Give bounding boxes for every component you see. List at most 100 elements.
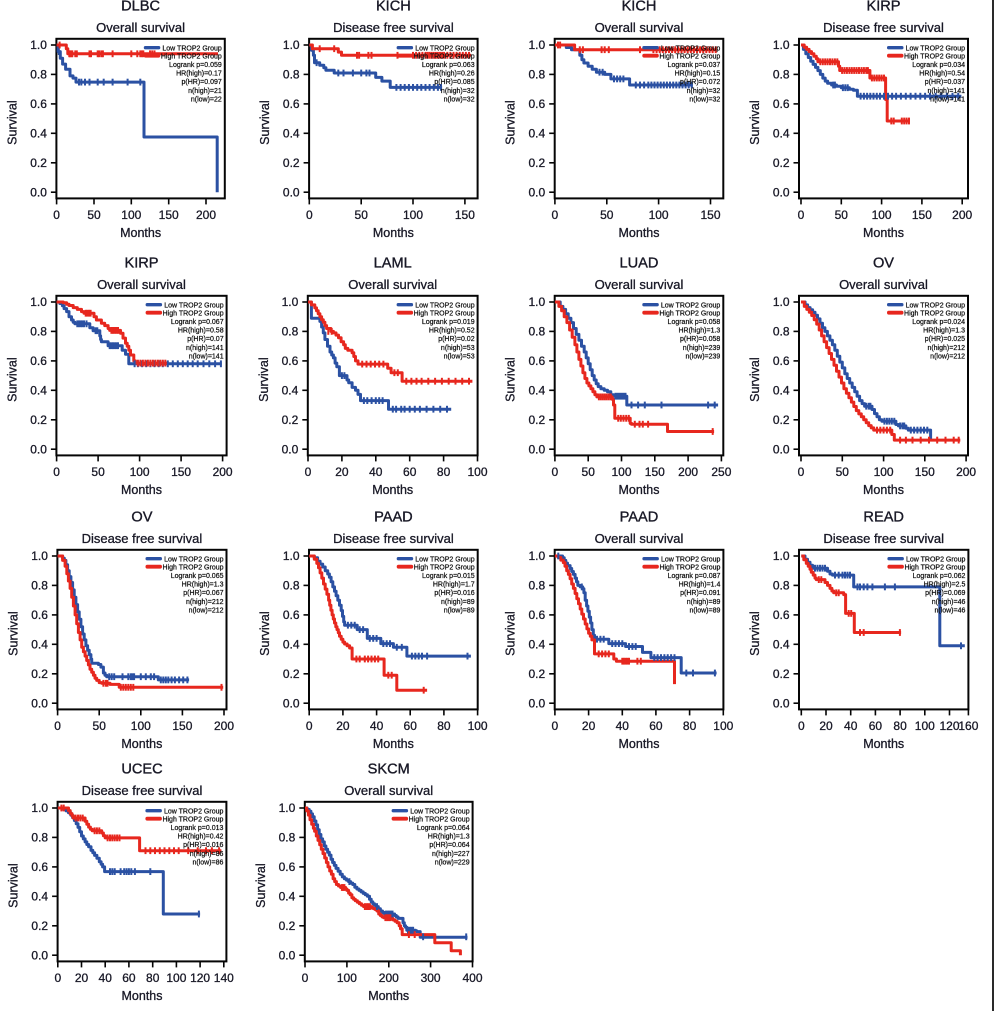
svg-text:Logrank p=0.062: Logrank p=0.062 [913, 573, 966, 580]
svg-text:Survival: Survival [504, 611, 518, 655]
svg-text:0.8: 0.8 [30, 325, 47, 339]
svg-text:0.4: 0.4 [283, 127, 300, 141]
svg-text:READ: READ [863, 510, 904, 526]
svg-text:0.8: 0.8 [283, 579, 300, 593]
svg-text:HR(high)=1.4: HR(high)=1.4 [679, 582, 721, 589]
svg-text:0: 0 [552, 208, 559, 222]
svg-text:0.6: 0.6 [30, 354, 47, 368]
svg-text:n(low)=141: n(low)=141 [189, 353, 224, 360]
svg-text:n(high)=32: n(high)=32 [441, 88, 475, 95]
svg-text:20: 20 [336, 719, 350, 733]
svg-text:0.6: 0.6 [283, 608, 300, 622]
svg-text:0: 0 [302, 971, 309, 985]
svg-text:Survival: Survival [258, 611, 272, 655]
svg-text:100: 100 [649, 208, 669, 222]
svg-text:0.8: 0.8 [31, 579, 48, 593]
svg-text:0.0: 0.0 [529, 442, 546, 456]
svg-text:40: 40 [369, 465, 383, 479]
svg-text:Months: Months [121, 483, 162, 497]
svg-text:50: 50 [835, 208, 849, 222]
svg-text:1.0: 1.0 [279, 801, 296, 815]
svg-text:High TROP2 Group: High TROP2 Group [904, 565, 965, 572]
svg-text:SKCM: SKCM [368, 762, 410, 778]
svg-text:80: 80 [146, 971, 160, 985]
svg-text:High TROP2 Group: High TROP2 Group [414, 565, 475, 572]
svg-text:0.6: 0.6 [529, 354, 546, 368]
svg-text:100: 100 [872, 208, 892, 222]
svg-text:OV: OV [873, 256, 894, 272]
svg-text:OV: OV [131, 510, 152, 526]
svg-text:20: 20 [582, 719, 596, 733]
svg-text:High TROP2 Group: High TROP2 Group [163, 565, 224, 572]
svg-text:n(low)=32: n(low)=32 [444, 96, 475, 103]
svg-text:HR(high)=0.42: HR(high)=0.42 [178, 834, 224, 841]
svg-text:50: 50 [355, 208, 369, 222]
svg-text:1.0: 1.0 [773, 295, 790, 309]
svg-text:n(high)=32: n(high)=32 [687, 88, 721, 95]
svg-text:0.0: 0.0 [529, 696, 546, 710]
svg-text:200: 200 [952, 208, 972, 222]
svg-text:60: 60 [649, 719, 663, 733]
svg-text:0.6: 0.6 [279, 860, 296, 874]
svg-text:PAAD: PAAD [620, 510, 659, 526]
svg-text:Logrank p=0.067: Logrank p=0.067 [171, 319, 224, 326]
svg-text:0: 0 [306, 719, 313, 733]
svg-text:Low TROP2 Group: Low TROP2 Group [661, 46, 721, 53]
svg-text:Low TROP2 Group: Low TROP2 Group [164, 809, 224, 816]
svg-text:n(low)=212: n(low)=212 [930, 353, 965, 360]
svg-text:1.0: 1.0 [283, 549, 300, 563]
svg-text:120: 120 [939, 719, 959, 733]
svg-text:0.2: 0.2 [283, 156, 300, 170]
svg-text:0.6: 0.6 [529, 608, 546, 622]
svg-text:Survival: Survival [5, 100, 19, 144]
svg-text:p(HR)=0.016: p(HR)=0.016 [434, 590, 474, 597]
svg-text:0.8: 0.8 [529, 68, 546, 82]
svg-text:n(high)=53: n(high)=53 [441, 345, 475, 352]
svg-text:n(high)=89: n(high)=89 [687, 599, 721, 606]
svg-text:n(high)=227: n(high)=227 [432, 851, 470, 858]
svg-text:0.6: 0.6 [773, 354, 790, 368]
svg-text:Survival: Survival [257, 357, 271, 401]
svg-text:80: 80 [437, 465, 451, 479]
svg-text:High TROP2 Group: High TROP2 Group [162, 817, 223, 824]
svg-text:50: 50 [93, 719, 107, 733]
svg-text:p(HR)=0.097: p(HR)=0.097 [182, 79, 222, 86]
svg-text:200: 200 [956, 465, 976, 479]
svg-text:50: 50 [91, 465, 105, 479]
svg-text:p(HR)=0.069: p(HR)=0.069 [925, 590, 965, 597]
svg-text:400: 400 [462, 971, 482, 985]
svg-text:KIRP: KIRP [124, 256, 158, 272]
svg-text:DLBC: DLBC [121, 0, 160, 15]
svg-text:n(high)=46: n(high)=46 [932, 599, 966, 606]
svg-text:0.6: 0.6 [282, 354, 299, 368]
svg-text:0.2: 0.2 [529, 667, 546, 681]
svg-text:Low TROP2 Group: Low TROP2 Group [164, 303, 224, 310]
svg-text:Low TROP2 Group: Low TROP2 Group [906, 303, 966, 310]
svg-text:HR(high)=0.17: HR(high)=0.17 [176, 71, 222, 78]
svg-text:50: 50 [836, 465, 850, 479]
svg-text:50: 50 [582, 465, 596, 479]
svg-text:Logrank p=0.064: Logrank p=0.064 [417, 825, 470, 832]
svg-text:0.4: 0.4 [30, 384, 47, 398]
svg-text:Survival: Survival [748, 100, 762, 144]
svg-text:0.0: 0.0 [773, 696, 790, 710]
svg-text:Disease free survival: Disease free survival [82, 531, 203, 546]
svg-text:Logrank p=0.058: Logrank p=0.058 [668, 319, 721, 326]
svg-text:0.0: 0.0 [31, 696, 48, 710]
svg-text:1.0: 1.0 [773, 38, 790, 52]
svg-text:100: 100 [713, 719, 733, 733]
svg-text:0.8: 0.8 [529, 325, 546, 339]
svg-text:0.4: 0.4 [283, 638, 300, 652]
svg-text:60: 60 [122, 971, 136, 985]
svg-text:0.6: 0.6 [773, 97, 790, 111]
svg-text:n(low)=212: n(low)=212 [189, 607, 224, 614]
svg-text:0.4: 0.4 [773, 127, 790, 141]
svg-text:0.4: 0.4 [31, 638, 48, 652]
svg-text:300: 300 [421, 971, 441, 985]
svg-text:n(high)=239: n(high)=239 [683, 345, 721, 352]
svg-text:100: 100 [611, 465, 631, 479]
svg-text:100: 100 [121, 208, 141, 222]
svg-text:HR(high)=0.54: HR(high)=0.54 [919, 71, 965, 78]
svg-text:150: 150 [912, 208, 932, 222]
svg-text:Disease free survival: Disease free survival [333, 20, 454, 35]
